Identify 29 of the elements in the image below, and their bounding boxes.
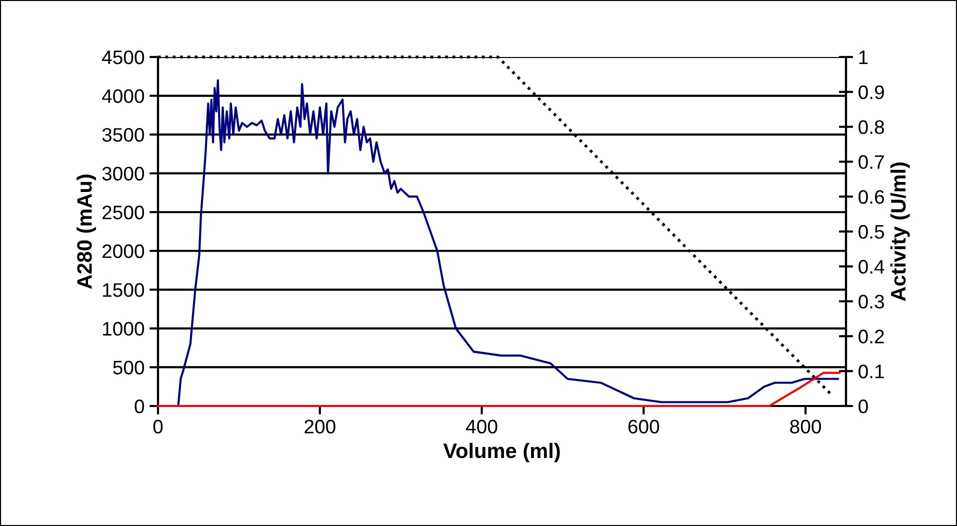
- y2-tick-label: 0.1: [858, 364, 884, 378]
- y-tick-label: 4500: [102, 50, 144, 64]
- y-tick-label: 500: [113, 360, 144, 374]
- y-tick-label: 0: [134, 399, 144, 414]
- y2-tick-label: 0.7: [858, 155, 884, 169]
- y-tick-label: 2000: [102, 244, 144, 258]
- x-tick-label: 600: [628, 420, 660, 434]
- y2-tick-label: 0.2: [858, 330, 884, 344]
- y-tick-label: 4000: [102, 89, 144, 104]
- y-axis-title: A280 (mAu): [76, 174, 96, 289]
- y-tick-label: 3500: [102, 128, 144, 142]
- y2-tick-label: 0.4: [858, 260, 884, 274]
- y-tick-label: 2500: [102, 206, 144, 220]
- y2-axis-title: Activity (U/ml): [890, 162, 910, 302]
- x-tick-label: 800: [790, 420, 821, 434]
- y2-tick-label: 0.6: [858, 190, 884, 204]
- x-tick-label: 0: [153, 420, 163, 434]
- y2-tick-label: 0.8: [858, 120, 884, 134]
- y2-tick-label: 0.5: [858, 224, 884, 239]
- y2-tick-label: 0: [858, 399, 868, 414]
- y2-tick-label: 0.9: [858, 85, 884, 100]
- y-tick-label: 1000: [103, 322, 144, 336]
- x-axis-title: Volume (ml): [443, 442, 560, 462]
- x-tick-label: 200: [304, 420, 336, 434]
- y2-tick-label: 1: [859, 50, 868, 64]
- x-tick-label: 400: [466, 420, 498, 434]
- y-tick-label: 3000: [102, 166, 144, 181]
- y-tick-label: 1500: [103, 283, 144, 297]
- y2-tick-label: 0.3: [858, 294, 884, 309]
